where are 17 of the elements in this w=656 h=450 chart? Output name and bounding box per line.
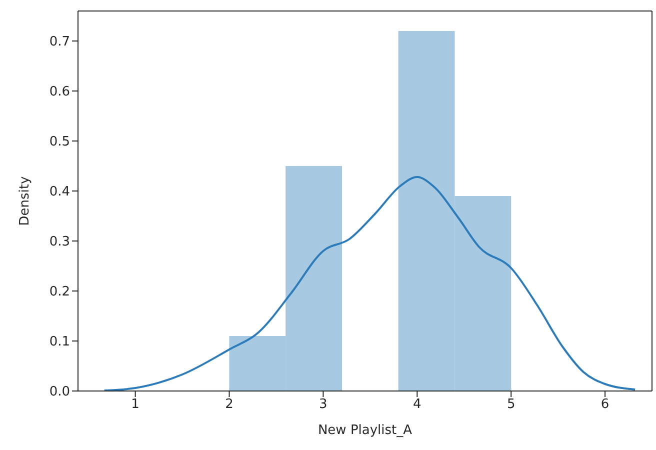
x-tick-label: 2 (225, 397, 234, 412)
y-tick-label: 0.5 (49, 134, 70, 150)
y-axis-title: Density (18, 176, 33, 226)
x-tick-label: 1 (131, 397, 140, 412)
x-tick-label: 4 (413, 397, 422, 412)
x-tick-label: 3 (319, 397, 328, 412)
x-tick-label: 6 (600, 397, 610, 412)
y-tick-label: 0.7 (49, 34, 70, 50)
y-tick-label: 0.6 (49, 84, 70, 100)
y-tick-label: 0.3 (49, 234, 70, 250)
y-tick-label: 0.2 (49, 284, 70, 300)
y-tick-label: 0.1 (49, 334, 70, 350)
line-series (103, 176, 636, 391)
x-axis-title: New Playlist_A (318, 423, 412, 438)
y-tick-label: 0.0 (49, 384, 70, 400)
x-tick-label: 5 (506, 397, 516, 412)
y-tick-label: 0.4 (49, 184, 70, 200)
